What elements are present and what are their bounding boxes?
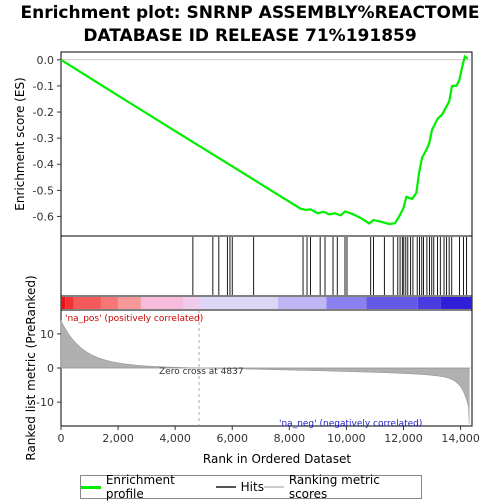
legend-item-profile: Enrichment profile xyxy=(81,473,216,501)
legend-swatch-metric xyxy=(263,486,284,488)
zero-cross-label: Zero cross at 4837 xyxy=(159,367,244,377)
legend-swatch-profile xyxy=(81,485,101,489)
metric-y-axis-label: Ranked list metric (PreRanked) xyxy=(24,275,38,460)
x-tick-label-0: 0 xyxy=(58,432,65,445)
heatmap-band-4 xyxy=(118,297,141,309)
heatmap-band-1 xyxy=(65,297,74,309)
es-tick-label-5: -0.5 xyxy=(33,184,54,197)
x-tick-label-6: 12,000 xyxy=(384,432,423,445)
x-tick-label-1: 2,000 xyxy=(102,432,134,445)
es-tick-label-6: -0.6 xyxy=(33,210,54,223)
heatmap-band-9 xyxy=(326,297,367,309)
legend-swatch-hits xyxy=(215,486,236,488)
ranking-metric-area xyxy=(60,310,472,426)
legend-label-metric: Ranking metric scores xyxy=(288,473,380,501)
heatmap-band-7 xyxy=(199,297,278,309)
legend-item-metric: Ranking metric scores xyxy=(263,473,421,501)
ranking-heatmap xyxy=(61,297,472,309)
legend: Enrichment profile Hits Ranking metric s… xyxy=(80,473,422,501)
x-tick-label-5: 10,000 xyxy=(327,432,366,445)
x-tick-label-4: 8,000 xyxy=(274,432,306,445)
chart-title: Enrichment plot: SNRNP ASSEMBLY%REACTOME… xyxy=(0,2,500,48)
x-axis-label: Rank in Ordered Dataset xyxy=(203,452,351,466)
es-y-axis-label: Enrichment score (ES) xyxy=(13,77,27,210)
heatmap-band-11 xyxy=(417,297,441,309)
heatmap-band-8 xyxy=(277,297,327,309)
chart-title-line-2: DATABASE ID RELEASE 71%191859 xyxy=(83,26,417,46)
x-tick-label-3: 6,000 xyxy=(217,432,249,445)
es-tick-label-2: -0.2 xyxy=(33,106,54,119)
legend-label-hits: Hits xyxy=(240,480,264,494)
enrichment-profile xyxy=(60,54,472,226)
metric-tick-label-2: -10 xyxy=(36,396,54,409)
axes: 0 2,000 4,000 6,000 8,000 10,000 12,000 14,000 0… xyxy=(33,54,480,445)
pos-corr-label: 'na_pos' (positively correlated) xyxy=(65,314,203,324)
heatmap-band-2 xyxy=(73,297,101,309)
es-tick-label-3: -0.3 xyxy=(33,132,54,145)
es-profile-line xyxy=(60,54,469,226)
chart-title-line-1: Enrichment plot: SNRNP ASSEMBLY%REACTOME xyxy=(20,3,480,23)
heatmap-band-6 xyxy=(183,297,200,309)
metric-tick-label-0: 10 xyxy=(40,328,54,341)
es-tick-label-0: 0.0 xyxy=(37,54,55,67)
es-tick-label-1: -0.1 xyxy=(33,80,54,93)
x-tick-label-2: 4,000 xyxy=(159,432,191,445)
metric-tick-label-1: 0 xyxy=(47,362,54,375)
ranking-metric-curve xyxy=(60,320,470,424)
hit-markers xyxy=(192,237,468,295)
neg-corr-label: 'na_neg' (negatively correlated) xyxy=(279,419,422,429)
heatmap-band-10 xyxy=(366,297,418,309)
legend-item-hits: Hits xyxy=(215,480,264,494)
es-panel xyxy=(60,51,473,237)
heatmap-band-5 xyxy=(140,297,184,309)
es-tick-label-4: -0.4 xyxy=(33,158,54,171)
x-tick-label-7: 14,000 xyxy=(441,432,480,445)
heatmap-band-0 xyxy=(61,297,66,309)
legend-label-profile: Enrichment profile xyxy=(105,473,175,501)
heatmap-band-3 xyxy=(100,297,119,309)
heatmap-band-12 xyxy=(440,297,472,309)
